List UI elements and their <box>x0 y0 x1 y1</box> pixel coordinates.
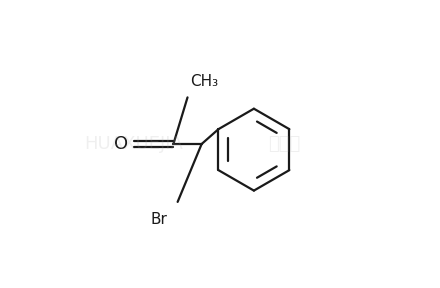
Text: CH₃: CH₃ <box>191 74 219 89</box>
Text: O: O <box>114 135 128 153</box>
Text: HUAXUEJIA: HUAXUEJIA <box>84 135 183 153</box>
Text: Br: Br <box>151 212 168 227</box>
Text: 化学加: 化学加 <box>268 135 300 153</box>
